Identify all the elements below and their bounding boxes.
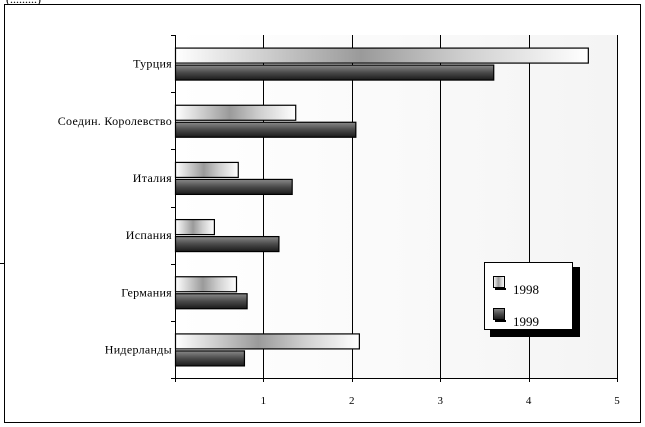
category-label: Соедин. Королевство <box>58 114 172 128</box>
category-labels: Турция Соедин. Королевство Италия Испания Ге… <box>58 57 172 357</box>
legend: 1998 1999 <box>484 262 580 337</box>
legend-swatch-1998-shadow <box>495 288 506 290</box>
header-fragment: (.........) <box>6 0 41 7</box>
bar-1999-0 <box>174 64 495 81</box>
bar-1999-5 <box>174 350 246 367</box>
x-tick-label: 3 <box>437 395 443 407</box>
x-tick-label: 2 <box>349 395 355 407</box>
legend-box <box>484 262 573 330</box>
x-tick-label: 4 <box>526 395 532 407</box>
bar-1999-3 <box>174 235 280 253</box>
bar-1999-1 <box>174 121 357 138</box>
category-label: Турция <box>133 57 172 71</box>
category-label: Испания <box>126 228 172 242</box>
bar-1998-4 <box>174 276 238 293</box>
bar-1999-2 <box>174 178 293 196</box>
bar-1998-5 <box>174 333 360 350</box>
bars <box>174 47 589 367</box>
bar-1999-4 <box>174 293 248 310</box>
legend-swatch-1999-shadow <box>495 320 506 322</box>
category-label: Германия <box>121 285 172 299</box>
legend-swatch-1999 <box>493 308 505 320</box>
bar-1998-2 <box>174 161 239 179</box>
legend-label-1998: 1998 <box>513 282 539 297</box>
x-tick-label: 5 <box>614 395 620 407</box>
x-tick-label: 1 <box>261 395 267 407</box>
bar-1998-1 <box>174 104 297 121</box>
category-label: Италия <box>133 171 172 185</box>
category-label: Нидерланды <box>105 342 172 356</box>
bar-1998-0 <box>174 47 589 64</box>
legend-swatch-1998 <box>493 276 505 288</box>
x-tick-labels: 1 2 3 4 5 <box>261 395 621 407</box>
bar-1998-3 <box>174 218 215 236</box>
legend-label-1999: 1999 <box>513 314 539 329</box>
